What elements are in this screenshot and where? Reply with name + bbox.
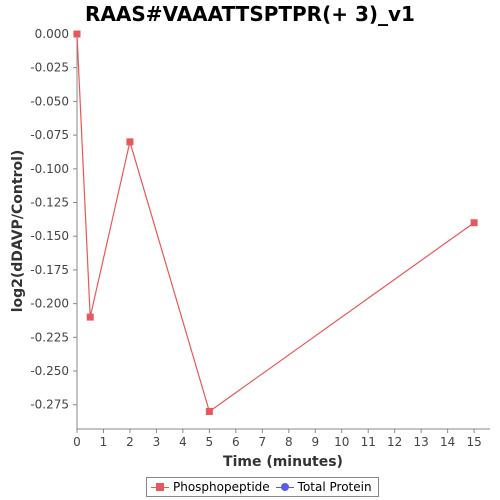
legend-swatch-total-protein	[275, 482, 294, 492]
legend-swatch-phosphopeptide	[151, 482, 169, 492]
data-point	[86, 313, 94, 321]
y-tick-label: -0.050	[30, 94, 69, 108]
axes-layer: 0 1 2 3 4 5 6 7 8 9 10 11 12 13 14 150.000-0.025-0.050-…	[30, 27, 490, 449]
x-tick-label: 3	[153, 435, 161, 449]
y-tick-label: -0.200	[30, 297, 69, 311]
y-tick-label: -0.225	[30, 330, 69, 344]
x-tick-label: 11	[361, 435, 376, 449]
y-tick-label: -0.275	[30, 398, 69, 412]
x-tick-label: 14	[440, 435, 455, 449]
data-point	[126, 138, 134, 146]
x-tick-label: 6	[232, 435, 240, 449]
x-tick-label: 8	[285, 435, 293, 449]
y-tick-label: -0.125	[30, 196, 69, 210]
x-tick-label: 0	[73, 435, 81, 449]
x-tick-label: 12	[387, 435, 402, 449]
series-layer	[73, 30, 478, 415]
x-tick-label: 1	[100, 435, 108, 449]
y-tick-label: -0.075	[30, 128, 69, 142]
legend-label-total-protein: Total Protein	[297, 480, 372, 494]
plot-area	[77, 34, 490, 429]
x-tick-label: 4	[179, 435, 187, 449]
y-tick-label: -0.175	[30, 263, 69, 277]
x-tick-label: 10	[334, 435, 349, 449]
legend-label-phosphopeptide: Phosphopeptide	[173, 480, 270, 494]
x-tick-label: 7	[259, 435, 267, 449]
y-tick-label: -0.025	[30, 61, 69, 75]
x-tick-label: 13	[414, 435, 429, 449]
data-point	[205, 407, 213, 415]
x-tick-label: 15	[466, 435, 481, 449]
data-point	[470, 219, 478, 227]
x-tick-label: 2	[126, 435, 134, 449]
y-tick-label: -0.250	[30, 364, 69, 378]
y-axis-title: log2(dDAVP/Control)	[10, 150, 26, 313]
x-tick-label: 9	[311, 435, 319, 449]
legend-item-phosphopeptide: Phosphopeptide	[151, 480, 270, 494]
data-point	[73, 30, 81, 38]
legend-item-total-protein: Total Protein	[275, 480, 372, 494]
x-axis-title: Time (minutes)	[223, 454, 343, 470]
y-tick-label: -0.150	[30, 229, 69, 243]
chart-title: RAAS#VAAATTSPTPR(+ 3)_v1	[85, 2, 415, 26]
legend: Phosphopeptide Total Protein	[146, 477, 379, 497]
y-tick-label: -0.100	[30, 162, 69, 176]
y-tick-label: 0.000	[35, 27, 69, 41]
x-tick-label: 5	[206, 435, 214, 449]
